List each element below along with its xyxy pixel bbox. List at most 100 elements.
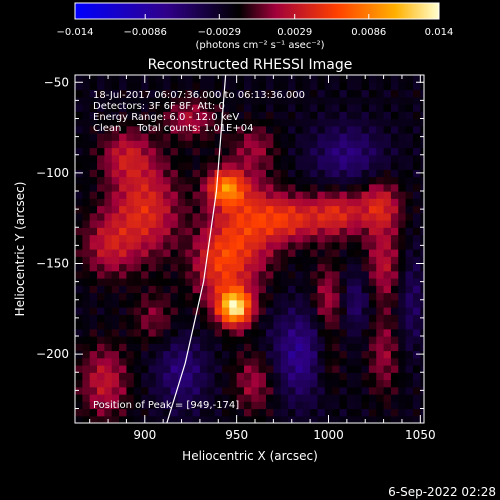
- heatmap-cell: [192, 96, 201, 105]
- heatmap-cell: [126, 249, 135, 257]
- heatmap-cell: [192, 350, 201, 359]
- heatmap-cell: [324, 343, 333, 352]
- heatmap-cell: [310, 336, 319, 344]
- heatmap-cell: [185, 234, 194, 243]
- heatmap-cell: [302, 365, 311, 373]
- heatmap-cell: [251, 154, 260, 163]
- heatmap-cell: [75, 321, 83, 330]
- heatmap-cell: [376, 227, 385, 236]
- heatmap-cell: [214, 278, 223, 286]
- heatmap-cell: [126, 270, 135, 279]
- heatmap-cell: [199, 147, 208, 156]
- heatmap-cell: [332, 104, 341, 112]
- heatmap-cell: [346, 183, 355, 192]
- heatmap-cell: [89, 227, 98, 236]
- heatmap-cell: [221, 299, 230, 308]
- heatmap-cell: [258, 220, 267, 228]
- heatmap-cell: [405, 191, 414, 199]
- heatmap-cell: [170, 249, 179, 257]
- heatmap-cell: [412, 227, 421, 236]
- heatmap-cell: [192, 234, 201, 243]
- heatmap-cell: [155, 205, 164, 214]
- heatmap-cell: [126, 394, 135, 402]
- heatmap-cell: [405, 176, 414, 185]
- heatmap-cell: [229, 176, 238, 185]
- heatmap-cell: [177, 350, 186, 359]
- heatmap-cell: [141, 343, 150, 352]
- heatmap-cell: [383, 147, 392, 156]
- heatmap-cell: [163, 394, 172, 402]
- heatmap-cell: [295, 292, 304, 301]
- heatmap-cell: [89, 379, 98, 388]
- heatmap-cell: [288, 379, 297, 388]
- heatmap-cell: [133, 147, 142, 156]
- heatmap-cell: [119, 96, 128, 105]
- heatmap-cell: [155, 198, 164, 207]
- heatmap-cell: [214, 212, 223, 221]
- heatmap-cell: [266, 299, 274, 308]
- heatmap-cell: [199, 292, 208, 301]
- heatmap-cell: [390, 96, 399, 105]
- heatmap-cell: [405, 372, 414, 381]
- heatmap-cell: [361, 350, 370, 359]
- heatmap-cell: [214, 82, 223, 91]
- heatmap-cell: [207, 169, 216, 178]
- heatmap-cell: [170, 176, 179, 185]
- heatmap-cell: [266, 408, 274, 417]
- heatmap-cell: [185, 256, 194, 265]
- heatmap-cell: [170, 162, 179, 170]
- heatmap-cell: [177, 263, 186, 272]
- heatmap-cell: [111, 394, 120, 402]
- heatmap-cell: [214, 357, 223, 366]
- heatmap-cell: [398, 307, 407, 315]
- heatmap-cell: [221, 343, 230, 352]
- heatmap-cell: [302, 96, 311, 105]
- heatmap-cell: [295, 285, 304, 294]
- heatmap-cell: [376, 176, 385, 185]
- heatmap-cell: [258, 401, 267, 410]
- heatmap-cell: [258, 169, 267, 178]
- heatmap-cell: [346, 154, 355, 163]
- annotation-time-range: 18-Jul-2017 06:07:36.000 to 06:13:36.000: [93, 90, 305, 101]
- heatmap-cell: [376, 154, 385, 163]
- heatmap-cell: [317, 263, 326, 272]
- heatmap-cell: [288, 191, 297, 199]
- heatmap-cell: [185, 401, 194, 410]
- heatmap-cell: [119, 183, 128, 192]
- heatmap-cell: [324, 176, 333, 185]
- heatmap-cell: [119, 336, 128, 344]
- heatmap-cell: [339, 372, 348, 381]
- heatmap-cell: [148, 212, 157, 221]
- heatmap-cell: [288, 292, 297, 301]
- heatmap-cell: [229, 75, 238, 83]
- heatmap-cell: [170, 270, 179, 279]
- heatmap-cell: [89, 140, 98, 149]
- heatmap-cell: [405, 147, 414, 156]
- heatmap-cell: [376, 96, 385, 105]
- heatmap-cell: [243, 183, 252, 192]
- heatmap-cell: [302, 227, 311, 236]
- heatmap-cell: [133, 89, 142, 98]
- heatmap-cell: [266, 249, 274, 257]
- heatmap-cell: [368, 198, 377, 207]
- heatmap-cell: [243, 256, 252, 265]
- heatmap-cell: [368, 133, 377, 141]
- heatmap-cell: [170, 278, 179, 286]
- heatmap-cell: [177, 365, 186, 373]
- heatmap-cell: [185, 278, 194, 286]
- heatmap-cell: [126, 386, 135, 395]
- heatmap-cell: [177, 118, 186, 127]
- heatmap-cell: [75, 415, 83, 423]
- heatmap-cell: [346, 328, 355, 337]
- heatmap-cell: [133, 379, 142, 388]
- heatmap-cell: [133, 133, 142, 141]
- heatmap-cell: [82, 234, 91, 243]
- heatmap-cell: [324, 299, 333, 308]
- heatmap-cell: [302, 292, 311, 301]
- heatmap-cell: [295, 394, 304, 402]
- heatmap-cell: [221, 415, 230, 423]
- heatmap-cell: [390, 350, 399, 359]
- heatmap-cell: [420, 256, 424, 265]
- heatmap-cell: [75, 328, 83, 337]
- heatmap-cell: [207, 379, 216, 388]
